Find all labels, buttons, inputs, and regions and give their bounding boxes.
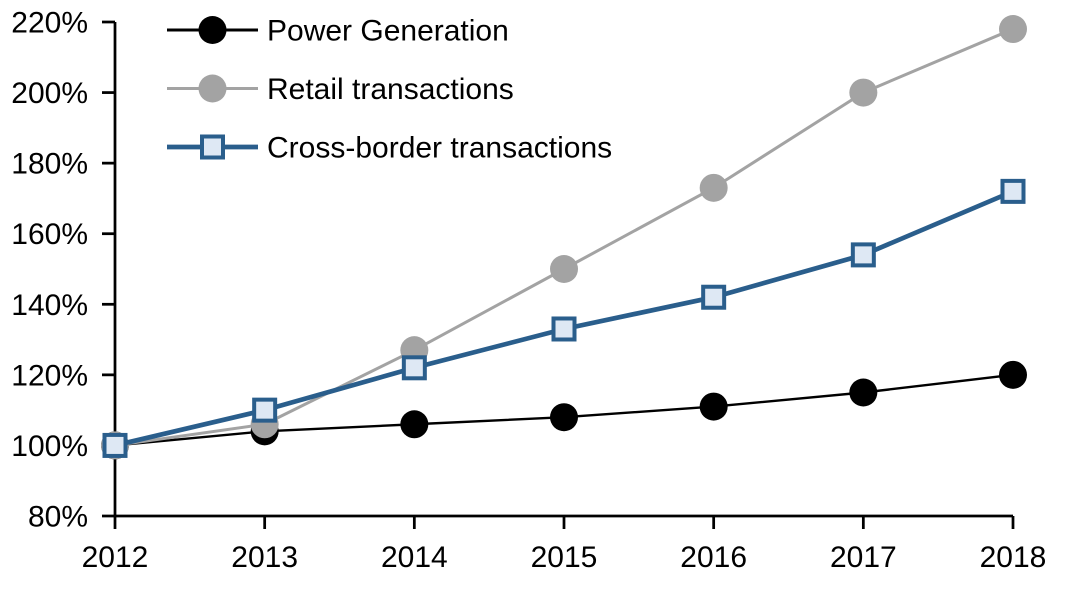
x-tick-label: 2018	[980, 541, 1047, 574]
x-tick-label: 2014	[381, 541, 448, 574]
series-power-generation	[101, 360, 1027, 460]
y-tick-label: 140%	[11, 289, 88, 322]
y-tick-label: 100%	[11, 430, 88, 463]
power-generation-marker	[999, 360, 1027, 389]
series-retail-transactions	[101, 15, 1027, 460]
cross-border-transactions-marker	[551, 316, 577, 342]
legend-item-retail-transactions: Retail transactions	[167, 73, 514, 106]
cross-border-transactions-marker	[850, 242, 876, 268]
x-tick-label: 2013	[231, 541, 298, 574]
x-tick-label: 2015	[531, 541, 598, 574]
series-line-retail-transactions	[114, 27, 1014, 447]
y-tick-label: 220%	[11, 7, 88, 40]
y-tick-label: 160%	[11, 218, 88, 251]
x-tick-label: 2012	[82, 541, 149, 574]
power-generation-marker	[699, 392, 728, 421]
cross-border-transactions-marker	[102, 432, 128, 458]
y-tick-label: 180%	[11, 148, 88, 181]
cross-border-transactions-marker	[200, 134, 225, 160]
retail-transactions-marker	[999, 15, 1027, 44]
cross-border-transactions-marker	[701, 284, 727, 310]
legend: Power Generation Retail transactions Cross…	[167, 15, 612, 165]
y-tick-label: 200%	[11, 77, 88, 110]
power-generation-marker	[400, 410, 429, 439]
cross-border-transactions-marker	[401, 355, 427, 381]
legend-label: Power Generation	[267, 15, 509, 48]
x-tick-label: 2017	[830, 541, 897, 574]
cross-border-transactions-marker	[1000, 178, 1026, 204]
legend-item-cross-border-transactions: Cross-border transactions	[167, 132, 612, 165]
power-generation-marker	[550, 403, 578, 432]
retail-transactions-marker	[699, 173, 728, 202]
retail-transactions-marker	[550, 255, 578, 283]
retail-transactions-marker	[198, 74, 227, 103]
legend-item-power-generation: Power Generation	[167, 15, 509, 48]
legend-label: Cross-border transactions	[267, 132, 612, 165]
legend-label: Retail transactions	[267, 73, 514, 106]
power-generation-marker	[198, 16, 227, 44]
power-generation-marker	[849, 378, 878, 407]
y-tick-label: 80%	[28, 501, 88, 534]
retail-transactions-marker	[849, 78, 878, 107]
y-tick-label: 120%	[11, 359, 88, 392]
series-cross-border-transactions	[102, 178, 1026, 458]
cross-border-transactions-marker	[252, 397, 278, 423]
x-tick-label: 2016	[680, 541, 747, 574]
